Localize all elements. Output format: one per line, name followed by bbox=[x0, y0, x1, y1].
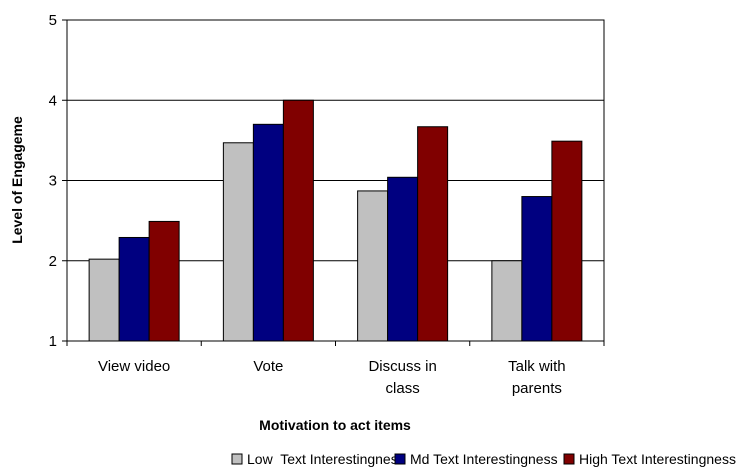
x-category-label: class bbox=[386, 380, 420, 397]
bar bbox=[357, 190, 389, 342]
y-tick-label: 3 bbox=[49, 173, 57, 190]
bar bbox=[252, 123, 284, 342]
legend: Low Text Interestingness Md Text Interest… bbox=[231, 451, 736, 467]
bar bbox=[118, 236, 150, 342]
bar bbox=[417, 126, 449, 342]
y-axis-ticks: 1 2 3 4 5 bbox=[49, 12, 67, 350]
bar bbox=[222, 142, 254, 342]
legend-swatch bbox=[231, 453, 243, 465]
bar bbox=[551, 140, 583, 342]
bar bbox=[387, 176, 419, 342]
x-category-label: Vote bbox=[253, 358, 283, 375]
legend-label: Low Text Interestingness bbox=[247, 451, 405, 467]
legend-swatch bbox=[563, 453, 575, 465]
x-category-label: parents bbox=[512, 380, 562, 397]
legend-label: Md Text Interestingness bbox=[410, 451, 558, 467]
bar bbox=[491, 260, 523, 342]
legend-swatch bbox=[394, 453, 406, 465]
bars bbox=[88, 99, 583, 342]
y-tick-label: 4 bbox=[49, 92, 57, 109]
y-tick-label: 1 bbox=[49, 333, 57, 350]
bar bbox=[282, 99, 314, 342]
bar bbox=[521, 196, 553, 342]
bar bbox=[148, 220, 180, 342]
y-tick-label: 2 bbox=[49, 253, 57, 270]
x-axis-title: Motivation to act items bbox=[259, 417, 411, 433]
x-category-label: View video bbox=[98, 358, 170, 375]
x-axis-categories: View video Vote Discuss in class Talk with pa… bbox=[66, 341, 605, 397]
bar bbox=[88, 258, 120, 342]
legend-label: High Text Interestingness bbox=[579, 451, 736, 467]
x-category-label: Talk with bbox=[508, 358, 566, 375]
x-category-label: Discuss in bbox=[368, 358, 436, 375]
y-tick-label: 5 bbox=[49, 12, 57, 29]
y-axis-title: Level of Engageme bbox=[9, 116, 25, 244]
